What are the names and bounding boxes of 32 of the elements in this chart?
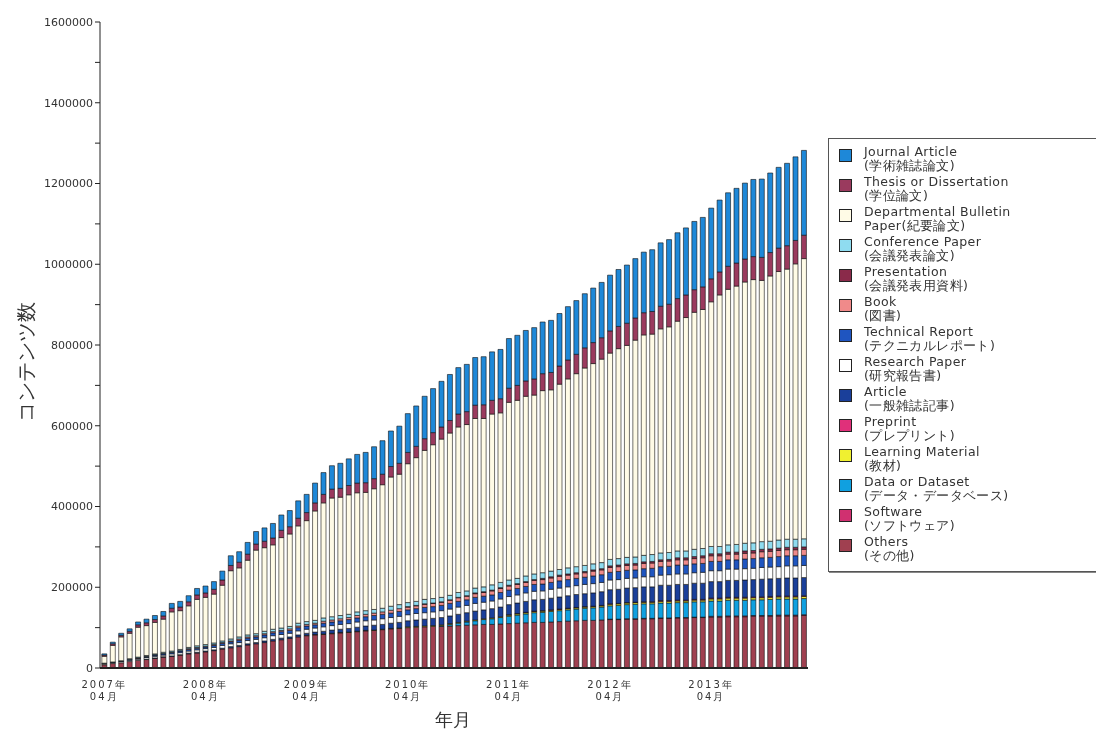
legend-label: Article (一般雑誌記事) xyxy=(864,384,955,413)
x-tick-label: 2013年 04月 xyxy=(688,679,734,702)
x-tick-label: 2007年 04月 xyxy=(81,679,127,702)
legend-label: Others (その他) xyxy=(864,534,915,563)
legend-label: Thesis or Dissertation (学位論文) xyxy=(864,174,1009,203)
y-tick-label: 0 xyxy=(86,661,93,675)
legend-label: Technical Report (テクニカルレポート) xyxy=(864,324,996,353)
x-tick-label: 2011年 04月 xyxy=(486,679,532,702)
y-tick-label: 1400000 xyxy=(44,96,93,110)
x-tick-label: 2012年 04月 xyxy=(587,679,633,702)
legend-label: Book (図書) xyxy=(864,294,902,323)
y-tick-label: 800000 xyxy=(51,338,93,352)
legend-label: Journal Article (学術雑誌論文) xyxy=(864,144,958,173)
legend-label: Software (ソフトウェア) xyxy=(864,504,955,533)
y-tick-label: 1200000 xyxy=(44,177,93,191)
x-tick-label: 2008年 04月 xyxy=(182,679,229,702)
text: Research Paper (研究報告書) xyxy=(864,354,967,383)
legend-label: Presentation (会議発表用資料) xyxy=(864,264,969,293)
y-tick-label: 400000 xyxy=(51,500,93,514)
y-axis-title: コンテンツ数 xyxy=(12,300,39,424)
y-tick-label: 1000000 xyxy=(44,258,93,272)
y-tick-label: 1600000 xyxy=(44,15,93,29)
x-axis-title: 年月 xyxy=(434,708,472,732)
legend-label: Learning Material (教材) xyxy=(864,444,980,473)
y-tick-label: 600000 xyxy=(51,419,93,433)
x-tick-label: 2009年 04月 xyxy=(283,679,330,702)
legend-label: Conference Paper (会議発表論文) xyxy=(864,234,982,263)
legend-label: Data or Dataset (データ・データベース) xyxy=(864,474,1009,503)
x-tick-label: 2010年 04月 xyxy=(384,679,431,702)
legend-label: Preprint (プレプリント) xyxy=(864,414,955,443)
legend-label: Departmental Bulletin Paper(紀要論文) xyxy=(864,204,1011,233)
y-tick-label: 200000 xyxy=(51,581,93,595)
